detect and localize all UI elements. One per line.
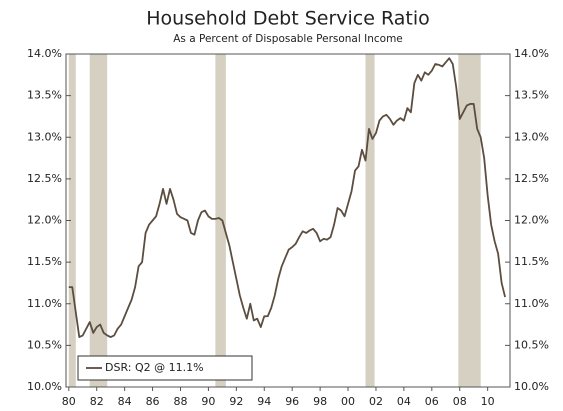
x-tick-label: 94 — [257, 395, 271, 408]
y-tick-label: 11.0% — [27, 297, 62, 310]
y2-tick-label: 12.5% — [514, 172, 549, 185]
x-tick-label: 98 — [313, 395, 327, 408]
y2-tick-label: 14.0% — [514, 47, 549, 60]
plot-frame — [65, 53, 511, 388]
y2-tick-label: 13.5% — [514, 89, 549, 102]
x-tick-label: 04 — [397, 395, 411, 408]
legend-label: DSR: Q2 @ 11.1% — [105, 361, 204, 374]
legend-box — [77, 355, 253, 381]
recession-band — [458, 54, 481, 387]
y-tick-label: 12.0% — [27, 214, 62, 227]
chart-title: Household Debt Service Ratio — [146, 8, 430, 30]
y-tick-label: 13.5% — [27, 89, 62, 102]
recession-band — [215, 54, 226, 387]
y-tick-label: 12.5% — [27, 172, 62, 185]
y-tick-label: 11.5% — [27, 255, 62, 268]
x-tick-label: 00 — [341, 395, 355, 408]
y-tick-label: 10.5% — [27, 338, 62, 351]
x-tick-label: 92 — [229, 395, 243, 408]
recession-band — [365, 54, 375, 387]
x-tick-label: 96 — [285, 395, 299, 408]
x-tick-label: 84 — [118, 395, 132, 408]
legend: DSR: Q2 @ 11.1% — [77, 355, 253, 381]
y2-tick-label: 12.0% — [514, 214, 549, 227]
y2-tick-label: 11.5% — [514, 255, 549, 268]
x-tick-label: 90 — [201, 395, 215, 408]
y-tick-label: 14.0% — [27, 47, 62, 60]
recession-band — [68, 54, 76, 387]
y-tick-label: 13.0% — [27, 130, 62, 143]
chart-subtitle: As a Percent of Disposable Personal Inco… — [173, 33, 403, 45]
x-tick-label: 02 — [369, 395, 383, 408]
x-tick-label: 86 — [146, 395, 160, 408]
data-line — [68, 57, 506, 338]
x-tick-label: 82 — [90, 395, 104, 408]
y2-tick-label: 10.0% — [514, 380, 549, 393]
x-tick-label: 80 — [62, 395, 76, 408]
plot-layer: 10.0% 10.5% 11.0% 11.5% 12.0% 12.5% 13.0% 13.5%… — [27, 47, 549, 408]
x-tick-label: 08 — [453, 395, 467, 408]
y2-tick-label: 11.0% — [514, 297, 549, 310]
x-tick-label: 06 — [425, 395, 439, 408]
y2-tick-label: 10.5% — [514, 338, 549, 351]
y2-tick-label: 13.0% — [514, 130, 549, 143]
x-tick-label: 88 — [173, 395, 187, 408]
recession-band — [89, 54, 108, 387]
y-tick-label: 10.0% — [27, 380, 62, 393]
recession-layer — [68, 54, 481, 387]
x-tick-label: 10 — [481, 395, 495, 408]
